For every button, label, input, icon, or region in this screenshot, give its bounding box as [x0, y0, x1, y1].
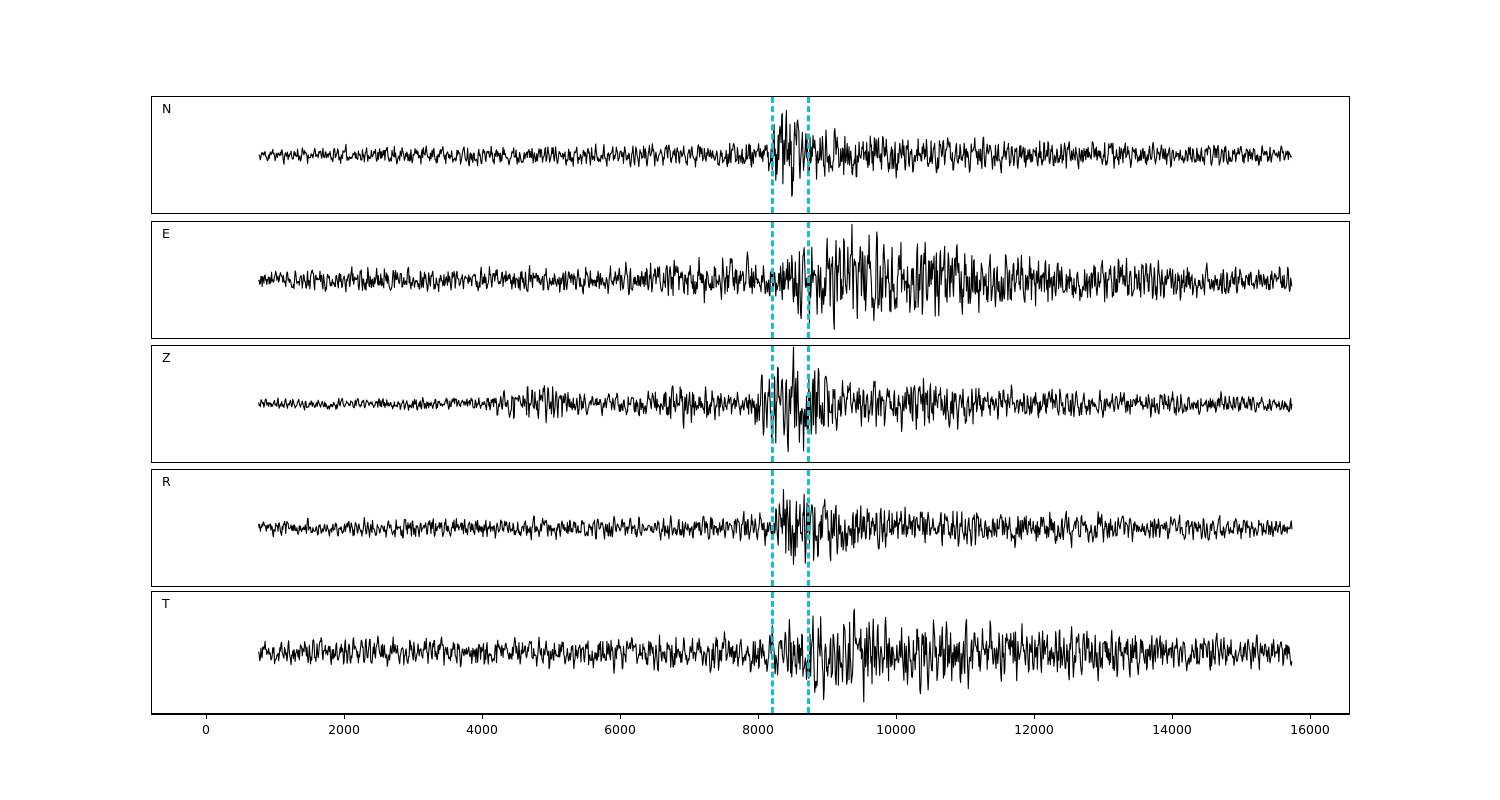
phase-pick-line-1-e [770, 222, 774, 338]
phase-pick-line-2-z [807, 346, 811, 462]
phase-pick-line-2-n [807, 97, 811, 213]
phase-pick-line-2-e [807, 222, 811, 338]
x-tick-label-6000: 6000 [604, 722, 636, 737]
waveform-trace-t [258, 608, 1293, 703]
x-tick-2000 [344, 714, 345, 719]
seismogram-panel-e: E [151, 221, 1350, 339]
x-axis: 0 2000 4000 6000 8000 10000 12000 14000 16000 [151, 714, 1350, 737]
seismogram-panel-n: N [151, 96, 1350, 214]
seismogram-panel-r: R [151, 469, 1350, 587]
phase-pick-line-1-t [770, 592, 774, 713]
panel-label-t: T [162, 596, 170, 611]
x-tick-label-12000: 12000 [1014, 722, 1054, 737]
waveform-trace-e [258, 223, 1293, 330]
phase-pick-line-1-n [770, 97, 774, 213]
x-axis-line [151, 714, 1350, 716]
x-tick-label-4000: 4000 [466, 722, 498, 737]
phase-pick-line-2-t [807, 592, 811, 713]
phase-pick-line-2-r [807, 470, 811, 586]
waveform-trace-z [258, 346, 1293, 453]
panel-label-r: R [162, 474, 171, 489]
x-tick-14000 [1172, 714, 1173, 719]
seismogram-panel-t: T [151, 591, 1350, 714]
x-tick-label-16000: 16000 [1290, 722, 1330, 737]
x-tick-label-10000: 10000 [876, 722, 916, 737]
x-tick-8000 [758, 714, 759, 719]
x-tick-12000 [1034, 714, 1035, 719]
x-tick-label-2000: 2000 [328, 722, 360, 737]
panel-label-n: N [162, 101, 172, 116]
waveform-trace-n [258, 109, 1293, 197]
x-tick-4000 [482, 714, 483, 719]
x-tick-6000 [620, 714, 621, 719]
x-tick-16000 [1310, 714, 1311, 719]
x-tick-10000 [896, 714, 897, 719]
x-tick-label-8000: 8000 [742, 722, 774, 737]
phase-pick-line-1-z [770, 346, 774, 462]
x-tick-label-0: 0 [202, 722, 210, 737]
x-tick-0 [206, 714, 207, 719]
panel-label-e: E [162, 226, 171, 241]
phase-pick-line-1-r [770, 470, 774, 586]
x-tick-label-14000: 14000 [1152, 722, 1192, 737]
seismogram-panel-z: Z [151, 345, 1350, 463]
waveform-trace-r [258, 488, 1293, 565]
panel-label-z: Z [162, 350, 171, 365]
